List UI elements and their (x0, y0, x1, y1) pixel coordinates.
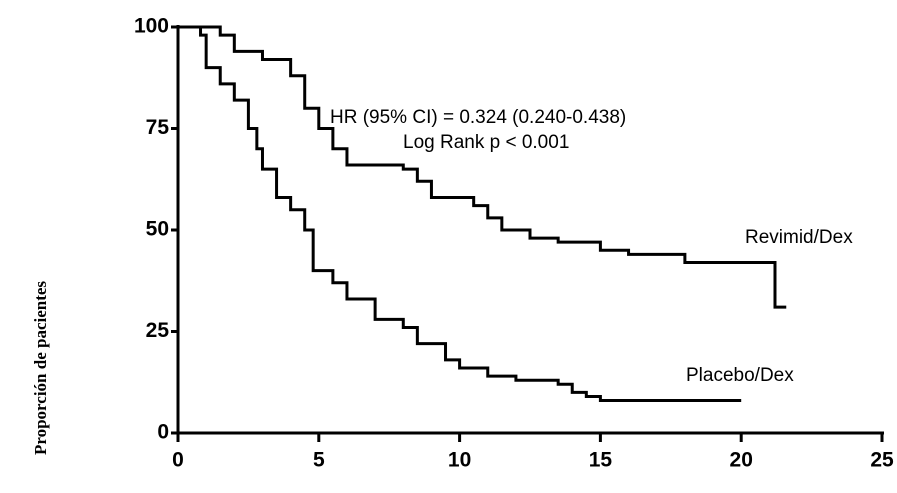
y-tick-label: 0 (157, 421, 169, 444)
annotation: Log Rank p < 0.001 (403, 132, 569, 153)
x-tick-label: 15 (589, 449, 613, 472)
series-label: Placebo/Dex (686, 365, 794, 386)
y-axis-label: Proporción de pacientes (31, 281, 50, 455)
x-tick-label: 0 (172, 449, 184, 472)
annotation: HR (95% CI) = 0.324 (0.240-0.438) (330, 107, 626, 128)
y-tick-label: 50 (146, 218, 169, 241)
y-tick-label: 100 (134, 15, 169, 38)
x-tick-label: 10 (448, 449, 471, 472)
y-tick-label: 75 (146, 116, 170, 139)
survival-curve (178, 25, 787, 309)
x-tick-label: 20 (730, 449, 753, 472)
y-tick-label: 25 (146, 319, 170, 342)
x-tick-label: 25 (870, 449, 894, 472)
survival-curve (178, 25, 742, 403)
series-label: Revimid/Dex (745, 227, 853, 248)
x-tick-label: 5 (313, 449, 325, 472)
